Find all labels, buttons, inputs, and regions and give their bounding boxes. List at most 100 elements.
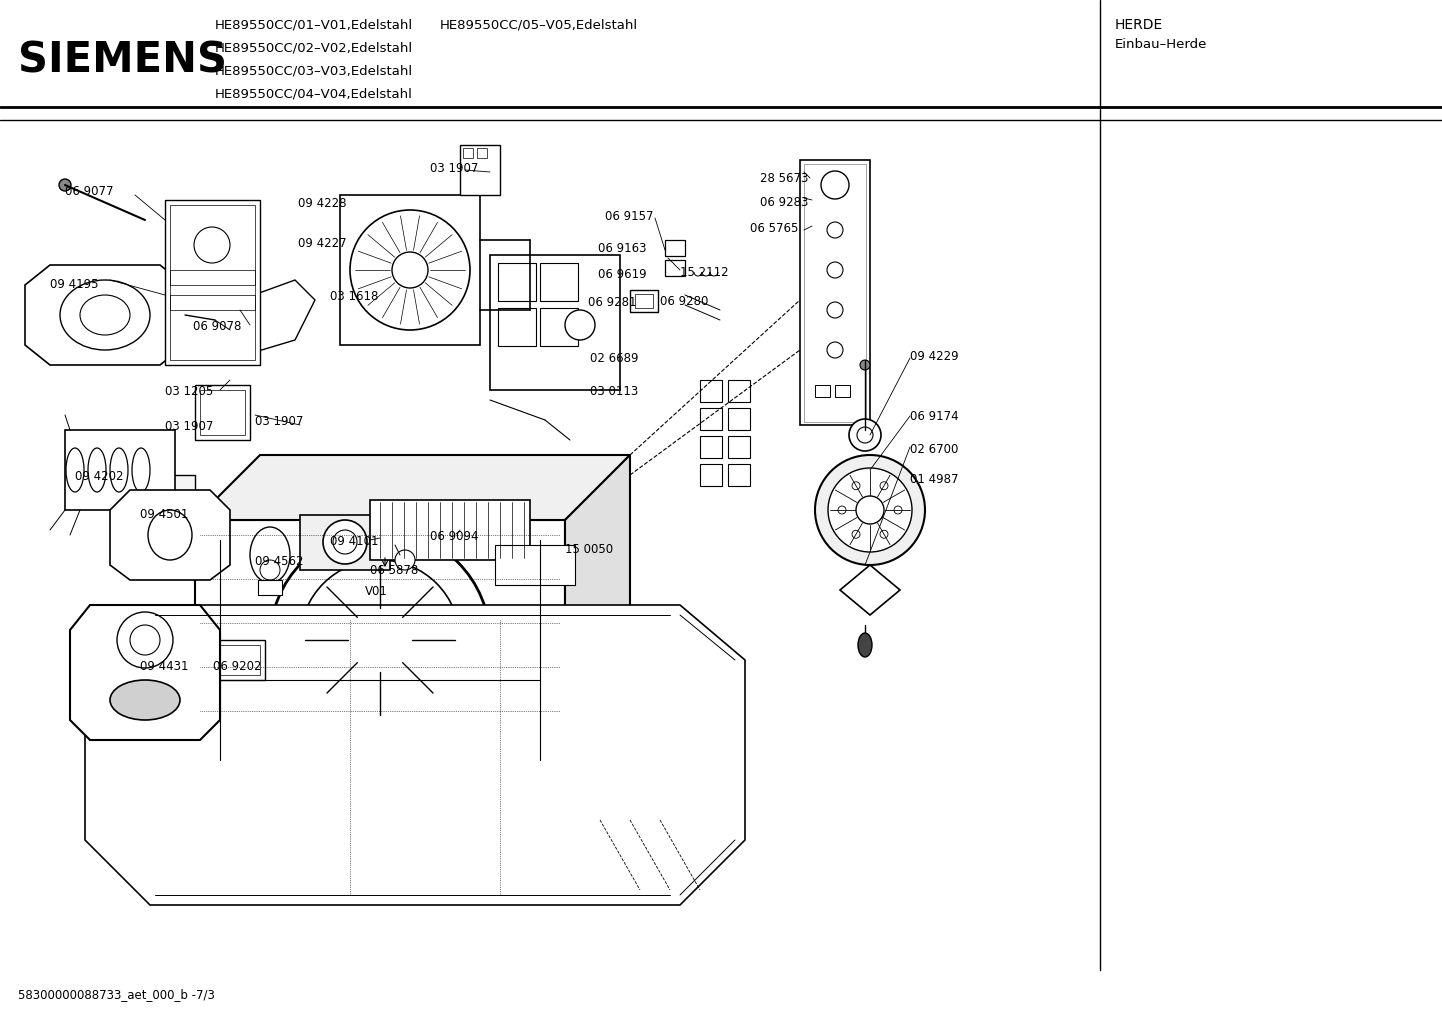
Text: HE89550CC/03–V03,Edelstahl: HE89550CC/03–V03,Edelstahl <box>215 64 412 77</box>
Bar <box>539 263 578 301</box>
Polygon shape <box>110 490 231 580</box>
Text: 03 1907: 03 1907 <box>255 415 303 428</box>
Ellipse shape <box>130 625 160 655</box>
Text: 02 6689: 02 6689 <box>590 352 639 365</box>
Ellipse shape <box>110 448 128 492</box>
Ellipse shape <box>323 520 368 564</box>
Ellipse shape <box>195 227 231 263</box>
Text: 03 0113: 03 0113 <box>590 385 639 398</box>
Text: 09 4101: 09 4101 <box>330 535 378 548</box>
Polygon shape <box>195 520 565 760</box>
Polygon shape <box>65 430 174 510</box>
Text: Einbau–Herde: Einbau–Herde <box>1115 38 1207 51</box>
Ellipse shape <box>857 496 884 524</box>
Bar <box>497 308 536 346</box>
Polygon shape <box>300 515 389 570</box>
Text: 09 4227: 09 4227 <box>298 237 346 250</box>
Ellipse shape <box>133 448 150 492</box>
Bar <box>699 408 722 430</box>
Bar <box>728 464 750 486</box>
Text: 15 0050: 15 0050 <box>565 543 613 556</box>
Ellipse shape <box>849 419 881 451</box>
Text: 06 5878: 06 5878 <box>371 564 418 577</box>
Ellipse shape <box>350 210 470 330</box>
Bar <box>221 645 260 675</box>
Text: 01 4987: 01 4987 <box>910 473 959 486</box>
Text: 06 9283: 06 9283 <box>760 196 809 209</box>
Bar <box>215 640 265 680</box>
Bar <box>728 436 750 458</box>
Text: SIEMENS: SIEMENS <box>17 39 226 81</box>
Text: 06 9157: 06 9157 <box>606 210 653 223</box>
Text: 09 4501: 09 4501 <box>140 508 189 521</box>
Polygon shape <box>460 145 500 195</box>
Ellipse shape <box>857 427 872 443</box>
Text: 03 1618: 03 1618 <box>330 290 378 303</box>
Text: 06 9077: 06 9077 <box>65 185 114 198</box>
Text: 03 1205: 03 1205 <box>164 385 213 398</box>
Ellipse shape <box>300 560 460 720</box>
Ellipse shape <box>565 310 596 340</box>
Text: 09 4202: 09 4202 <box>75 470 124 483</box>
Bar <box>170 294 255 310</box>
Bar <box>699 436 722 458</box>
Text: 09 4228: 09 4228 <box>298 197 346 210</box>
Ellipse shape <box>838 506 846 514</box>
Bar <box>835 385 849 397</box>
Ellipse shape <box>852 482 859 490</box>
Ellipse shape <box>260 560 280 580</box>
Bar <box>805 164 867 422</box>
Text: HE89550CC/01–V01,Edelstahl: HE89550CC/01–V01,Edelstahl <box>215 18 412 31</box>
Ellipse shape <box>270 530 490 750</box>
Text: HERDE: HERDE <box>1115 18 1164 32</box>
Text: 15 2112: 15 2112 <box>681 266 728 279</box>
Ellipse shape <box>117 612 173 668</box>
Text: 09 4562: 09 4562 <box>255 555 303 568</box>
Text: HE89550CC/02–V02,Edelstahl: HE89550CC/02–V02,Edelstahl <box>215 41 412 54</box>
Polygon shape <box>71 605 221 740</box>
Bar <box>728 380 750 403</box>
Bar <box>195 385 249 440</box>
Text: 06 9619: 06 9619 <box>598 268 646 281</box>
Ellipse shape <box>828 302 844 318</box>
Polygon shape <box>195 455 630 520</box>
Polygon shape <box>130 475 195 520</box>
Polygon shape <box>239 280 314 355</box>
Ellipse shape <box>392 252 428 288</box>
Text: 58300000088733_aet_000_b -7/3: 58300000088733_aet_000_b -7/3 <box>17 988 215 1001</box>
Ellipse shape <box>828 222 844 238</box>
Ellipse shape <box>820 171 849 199</box>
Bar <box>630 290 658 312</box>
Text: 06 9174: 06 9174 <box>910 410 959 423</box>
Text: 06 5765: 06 5765 <box>750 222 799 235</box>
Ellipse shape <box>79 294 130 335</box>
Bar <box>200 390 245 435</box>
Ellipse shape <box>88 448 107 492</box>
Ellipse shape <box>249 527 290 583</box>
Text: 06 9094: 06 9094 <box>430 530 479 543</box>
Text: 03 1907: 03 1907 <box>164 420 213 433</box>
Ellipse shape <box>880 482 888 490</box>
Text: HE89550CC/04–V04,Edelstahl: HE89550CC/04–V04,Edelstahl <box>215 87 412 100</box>
Polygon shape <box>340 195 480 345</box>
Bar <box>699 380 722 403</box>
Ellipse shape <box>59 179 71 191</box>
Bar <box>258 580 283 595</box>
Polygon shape <box>565 455 630 760</box>
Ellipse shape <box>395 550 415 570</box>
Text: 06 9202: 06 9202 <box>213 660 261 673</box>
Ellipse shape <box>828 262 844 278</box>
Ellipse shape <box>858 633 872 657</box>
Bar <box>728 408 750 430</box>
Ellipse shape <box>828 342 844 358</box>
Ellipse shape <box>333 530 358 554</box>
Text: 06 9280: 06 9280 <box>660 294 708 308</box>
Ellipse shape <box>880 530 888 538</box>
Text: 06 9078: 06 9078 <box>193 320 241 333</box>
Bar <box>170 205 255 360</box>
Ellipse shape <box>149 510 192 560</box>
Text: 09 4229: 09 4229 <box>910 350 959 363</box>
Polygon shape <box>371 500 531 560</box>
Bar <box>699 464 722 486</box>
Bar <box>497 263 536 301</box>
